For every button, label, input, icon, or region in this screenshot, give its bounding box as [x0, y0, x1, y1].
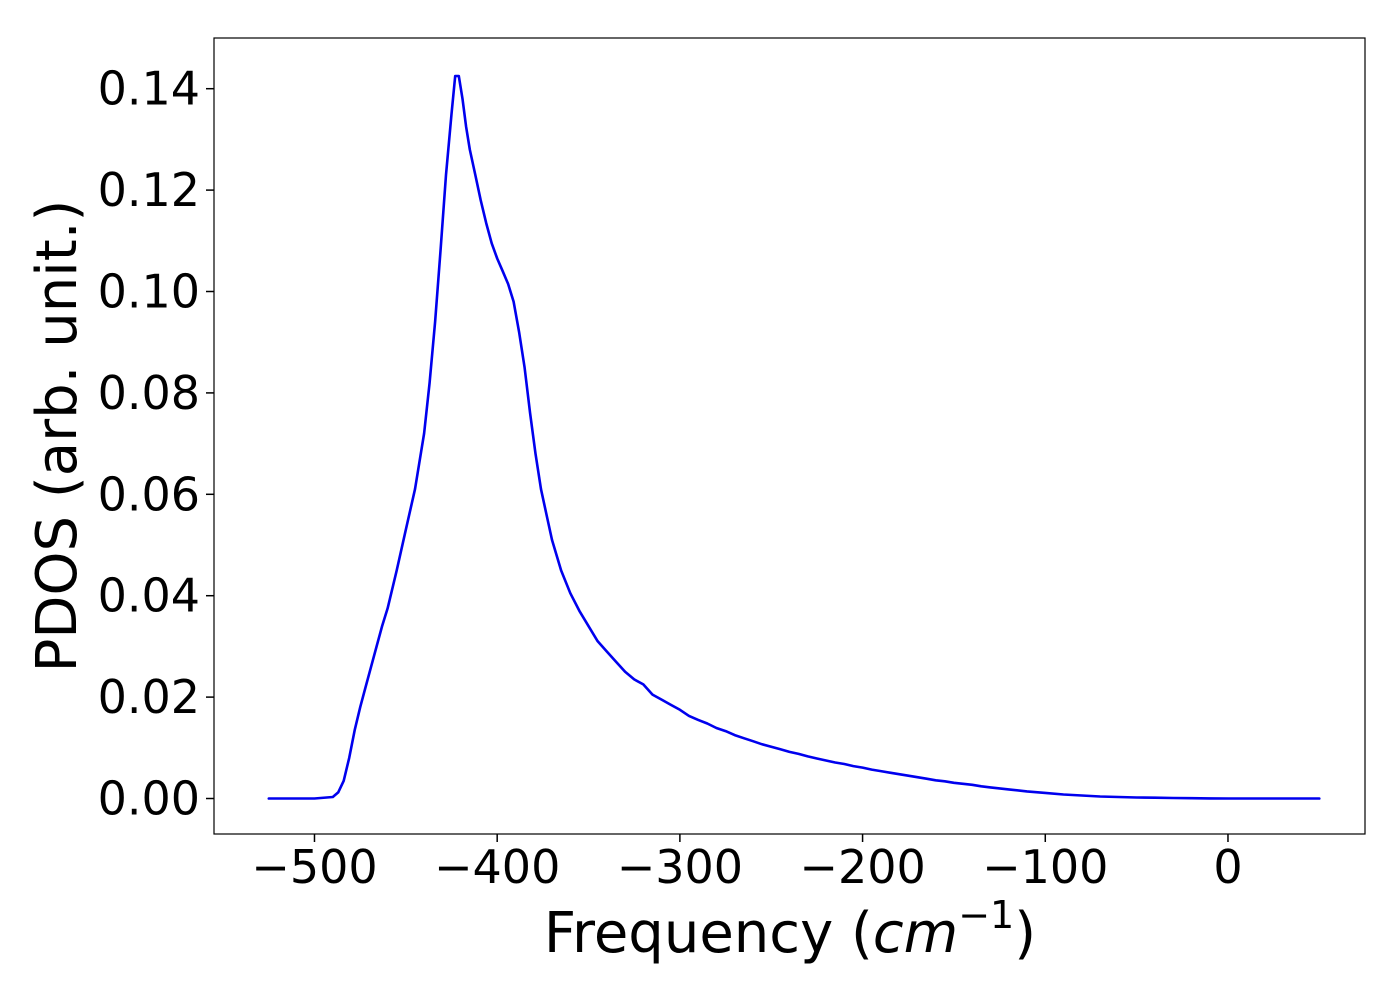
x-axis-ticks: −500 −400 −300 −200 −100 0: [251, 834, 1243, 894]
plot-frame: [213, 37, 1366, 835]
x-tick-label: −200: [799, 840, 925, 894]
x-tick-label: −300: [617, 840, 743, 894]
x-tick-label: −400: [434, 840, 560, 894]
x-tick-label: −100: [982, 840, 1108, 894]
y-tick-label: 0.10: [98, 265, 200, 319]
y-tick-label: 0.06: [98, 467, 200, 521]
y-axis: 0.00 0.02 0.04 0.06 0.08 0.10 0.12 0.14 PDOS (a…: [25, 62, 214, 826]
x-axis-title: Frequency (cm−1): [544, 893, 1036, 966]
y-tick-label: 0.00: [98, 772, 200, 826]
x-tick-label: 0: [1213, 840, 1242, 894]
x-axis-unit-base: cm: [873, 901, 958, 966]
plot-area: [213, 37, 1366, 835]
pdos-series-line: [267, 74, 1321, 800]
x-axis-unit-close-paren: ): [1014, 901, 1036, 966]
x-axis-unit-open-paren: (: [833, 901, 873, 966]
y-tick-label: 0.12: [98, 163, 200, 217]
x-axis-unit-exponent: −1: [958, 893, 1014, 937]
x-axis: −500 −400 −300 −200 −100 0 Frequency (cm−1): [251, 834, 1243, 966]
y-tick-label: 0.04: [98, 569, 200, 623]
y-tick-label: 0.08: [98, 366, 200, 420]
y-axis-title: PDOS (arb. unit.): [25, 200, 90, 673]
y-axis-ticks: 0.00 0.02 0.04 0.06 0.08 0.10 0.12 0.14: [98, 62, 214, 826]
x-axis-label-text: Frequency: [544, 901, 833, 966]
y-tick-label: 0.02: [98, 670, 200, 724]
y-tick-label: 0.14: [98, 62, 200, 116]
x-tick-label: −500: [251, 840, 377, 894]
